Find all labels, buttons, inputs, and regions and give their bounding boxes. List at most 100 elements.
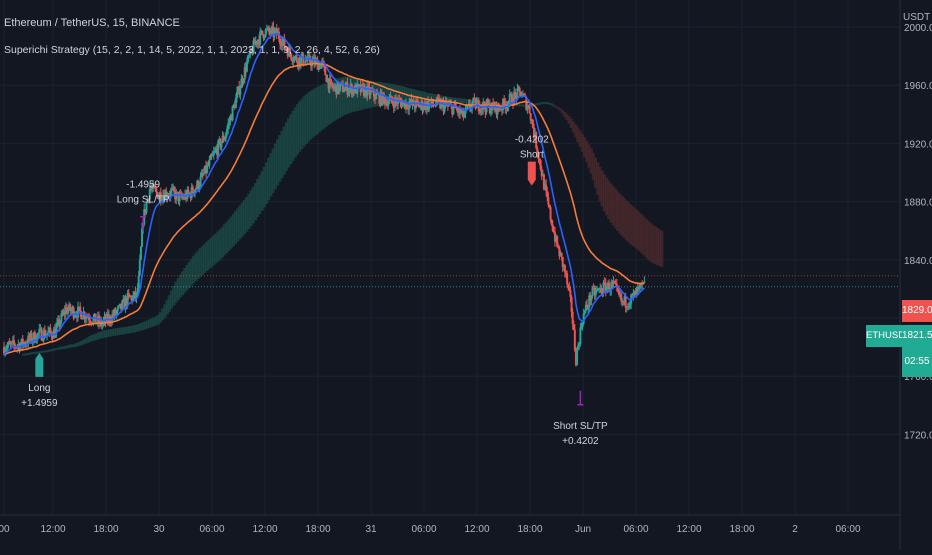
candle-body (28, 335, 31, 340)
candle-body (637, 286, 640, 289)
candle-body (376, 93, 379, 95)
candle-body (58, 319, 61, 327)
candle-body (194, 189, 197, 194)
cloud-segment (234, 211, 238, 244)
candle-body (533, 127, 535, 137)
symbol-tag[interactable]: ETHUSDT (866, 325, 911, 347)
candle-body (280, 44, 283, 47)
candle-body (387, 102, 390, 107)
cloud-segment (55, 348, 59, 351)
cloud-segment (152, 317, 156, 327)
cloud-segment (463, 98, 467, 104)
candle-body (401, 102, 404, 108)
symbol-title[interactable]: Ethereum / TetherUS, 15, BINANCE (4, 17, 180, 29)
cloud-segment (256, 179, 260, 218)
currency-label[interactable]: USDT (903, 12, 931, 23)
candle-body (200, 173, 203, 177)
cloud-segment (399, 86, 403, 104)
cloud-segment (357, 78, 361, 111)
candle-body (156, 192, 159, 199)
candle-body (136, 288, 139, 293)
candle-body (353, 88, 356, 93)
cloud-segment (516, 104, 520, 107)
candle-body (3, 347, 5, 354)
candle-body (297, 57, 300, 66)
candle-body (590, 296, 593, 302)
cloud-segment (602, 174, 606, 212)
cloud-segment (454, 97, 459, 104)
cloud-segment (293, 107, 297, 158)
candle-body (413, 105, 416, 109)
candle-body (542, 174, 545, 190)
candle-body (133, 291, 136, 296)
candle-body (68, 304, 71, 310)
candle-body (209, 155, 212, 160)
candle-body (41, 340, 44, 342)
cloud-segment (189, 258, 194, 286)
candle-body (560, 252, 563, 258)
candle-body (570, 296, 573, 312)
strategy-title[interactable]: Superichi Strategy (15, 2, 2, 1, 14, 5, … (4, 44, 380, 56)
candle-body (79, 306, 82, 312)
candle-body (78, 306, 81, 308)
candle-body (500, 108, 503, 110)
candle-body (262, 34, 265, 39)
candle-body (565, 272, 568, 274)
candle-body (22, 342, 25, 346)
candle-body (207, 165, 210, 167)
candle-body (135, 292, 138, 298)
cloud-segment (543, 101, 547, 104)
candle-body (576, 349, 579, 366)
candle-body (375, 93, 378, 100)
cloud-segment (50, 349, 54, 352)
cloud-segment (335, 78, 339, 120)
candle-body (364, 87, 367, 96)
cloud-segment (589, 148, 593, 174)
candle-body (457, 108, 460, 113)
candle-body (348, 88, 351, 92)
candle-body (552, 231, 555, 233)
candle-body (577, 344, 580, 350)
candle-body (227, 123, 230, 129)
candle-body (150, 188, 153, 190)
candle-body (334, 85, 337, 87)
candle-body (495, 102, 498, 115)
candle-body (146, 198, 149, 204)
candle-body (326, 78, 329, 82)
candle-body (499, 108, 502, 111)
cloud-segment (600, 170, 604, 207)
candle-body (152, 184, 155, 189)
candle-body (366, 85, 369, 97)
candle-body (632, 293, 635, 295)
candle-body (88, 317, 91, 321)
candle-body (377, 93, 380, 95)
candle-body (347, 91, 350, 95)
candle-body (83, 312, 86, 320)
candle-body (635, 287, 638, 296)
candle-body (612, 281, 615, 284)
time-tick-label: 12:00 (252, 524, 277, 535)
price-tick-label: 1920.00 (904, 139, 932, 150)
candle-body (195, 187, 198, 190)
cloud-segment (136, 323, 141, 332)
time-tick-label: 2 (792, 524, 798, 535)
candle-body (550, 219, 553, 225)
candle-body (433, 105, 436, 107)
cloud-segment (30, 352, 35, 355)
cloud-segment (558, 108, 562, 111)
cloud-segment (302, 96, 306, 147)
candle-body (332, 86, 335, 89)
candle-body (484, 107, 487, 113)
cloud-segment (207, 239, 211, 270)
candle-body (75, 315, 78, 318)
cloud-segment (370, 81, 375, 108)
candle-body (378, 93, 381, 104)
candle-body (337, 81, 340, 92)
price-levels (0, 275, 900, 288)
candle-body (231, 106, 234, 121)
candle-body (625, 306, 628, 308)
price-tick-label: 1760.00 (904, 372, 932, 383)
